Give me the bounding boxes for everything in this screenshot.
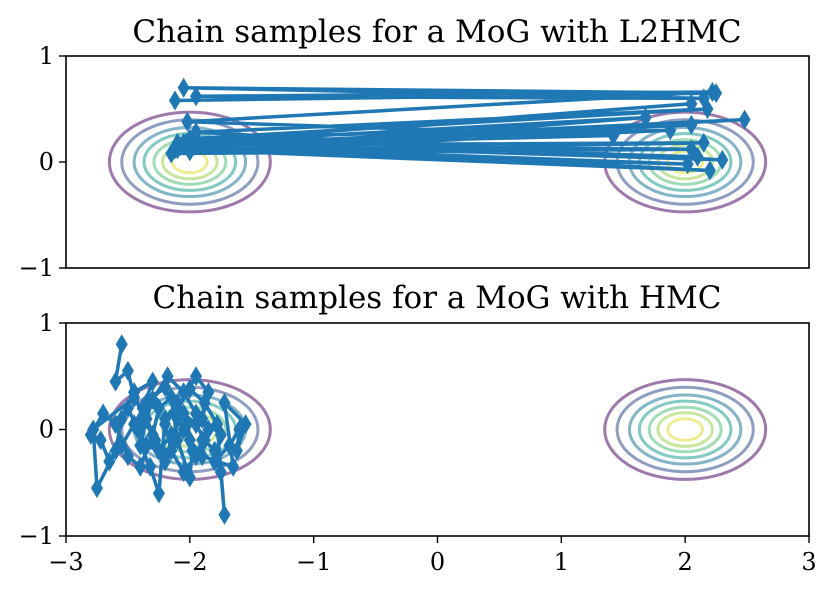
y-tick-label: 0 — [39, 148, 54, 176]
sample-point — [134, 435, 147, 456]
sample-point — [90, 478, 103, 499]
sample-point — [109, 414, 122, 435]
sample-point — [177, 132, 190, 153]
plot-area-bottom: 10−1−3 −2 −1 0 1 2 3 — [19, 309, 817, 576]
sample-point — [140, 435, 153, 456]
sample-point — [681, 154, 694, 175]
contour-ring — [666, 417, 705, 442]
subplot-bottom: Chain samples for a MoG with HMC 10−1−3−… — [19, 280, 817, 576]
sample-point — [115, 334, 128, 355]
sample-point — [171, 132, 184, 153]
y-tick-label: −1 — [19, 522, 54, 550]
series-line — [169, 86, 747, 173]
subplot-top: Chain samples for a MoG with L2HMC 1 0 −1 — [19, 14, 810, 282]
sample-point — [190, 86, 203, 107]
y-tick-label: 1 — [39, 42, 54, 70]
chart-title-bottom: Chain samples for a MoG with HMC — [153, 280, 722, 316]
x-tick-label: −1 — [296, 548, 331, 576]
x-tick-label: 1 — [554, 548, 569, 576]
sample-point — [685, 114, 698, 135]
sample-point — [208, 440, 221, 461]
contour-ring — [107, 110, 272, 214]
sample-point — [190, 403, 203, 424]
chart-title-top: Chain samples for a MoG with L2HMC — [132, 14, 741, 50]
sample-point — [177, 419, 190, 440]
sample-point — [639, 107, 652, 128]
sample-point — [168, 430, 181, 451]
sample-point — [115, 435, 128, 456]
contour-ring — [615, 385, 755, 474]
sample-point — [738, 109, 751, 130]
sample-point — [706, 82, 719, 103]
sample-point — [94, 430, 107, 451]
sample-point — [190, 446, 203, 467]
sample-point — [161, 366, 174, 387]
y-tick-label: 0 — [39, 416, 54, 444]
sample-point — [196, 446, 209, 467]
contour-ring — [603, 378, 768, 481]
sample-point — [146, 424, 159, 445]
sample-point — [607, 125, 620, 146]
sample-point — [187, 136, 200, 157]
sample-point — [701, 99, 714, 119]
x-tick-label: 3 — [801, 548, 816, 576]
sample-point — [691, 146, 704, 167]
sample-point — [218, 392, 231, 413]
sample-point — [121, 446, 134, 467]
sample-point — [177, 77, 190, 98]
contour-ring — [656, 411, 714, 448]
sample-point — [168, 90, 181, 111]
contour-ring — [647, 405, 723, 454]
sample-point — [208, 451, 221, 472]
sample-point — [716, 149, 729, 170]
sample-point — [84, 424, 97, 445]
sample-point — [211, 414, 224, 435]
x-tick-label: 2 — [678, 548, 693, 576]
y-tick-label: −1 — [19, 254, 54, 282]
sample-point — [685, 93, 698, 114]
sample-point — [128, 382, 141, 403]
sample-point — [181, 111, 194, 132]
sample-point — [697, 132, 710, 153]
sample-point — [121, 398, 134, 419]
sample-point — [239, 414, 252, 435]
sample-point — [109, 371, 122, 392]
x-tick-label: 0 — [430, 548, 445, 576]
sample-point — [227, 456, 240, 477]
y-tick-label: 1 — [39, 309, 54, 337]
sample-point — [134, 456, 147, 477]
sample-point — [159, 414, 172, 435]
sample-point — [121, 360, 134, 381]
sample-point — [218, 504, 231, 525]
sample-point — [190, 366, 203, 387]
sample-point — [190, 414, 203, 435]
sample-point — [703, 160, 716, 181]
sample-point — [136, 408, 149, 429]
sample-point — [103, 451, 116, 472]
plot-area-top: 1 0 −1 — [19, 42, 810, 282]
contour-ring — [637, 399, 733, 460]
sample-point — [152, 483, 165, 504]
sample-point — [146, 371, 159, 392]
sample-point — [177, 403, 190, 424]
x-tick-label: −2 — [172, 548, 207, 576]
sample-point — [214, 462, 227, 483]
sample-point — [183, 379, 196, 400]
sample-point — [159, 446, 172, 467]
sample-point — [198, 430, 211, 451]
x-tick-label: −3 — [48, 548, 83, 576]
sample-point — [198, 392, 211, 413]
sample-point — [664, 120, 677, 141]
sample-point — [177, 462, 190, 483]
sample-point — [230, 440, 243, 461]
contour-ring — [627, 393, 743, 466]
sample-point — [144, 456, 157, 477]
sample-point — [97, 403, 110, 424]
sample-point — [146, 389, 159, 410]
